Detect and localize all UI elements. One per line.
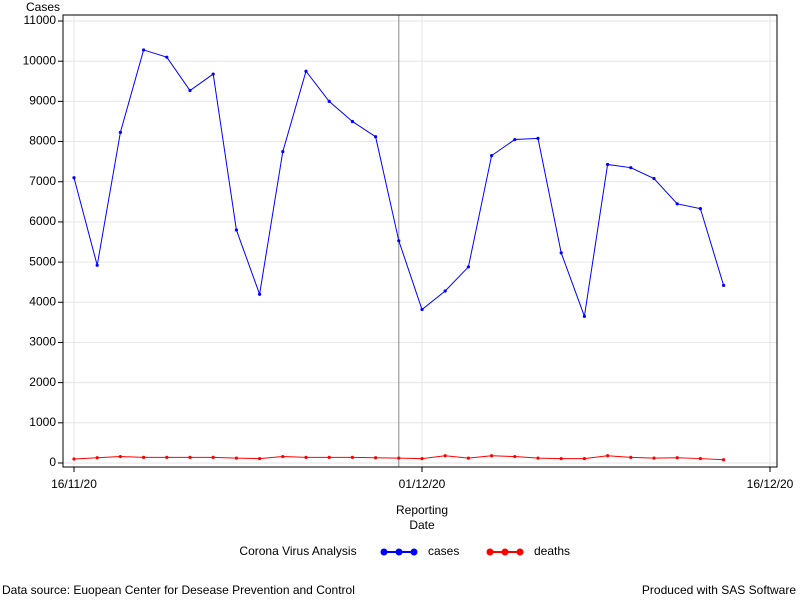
data-point (327, 99, 331, 103)
data-point (722, 283, 726, 287)
data-point (443, 454, 447, 458)
data-point (443, 289, 447, 293)
data-point (304, 455, 308, 459)
data-point (95, 263, 99, 267)
data-point (258, 292, 262, 296)
legend-marker (380, 548, 388, 556)
legend-marker (501, 548, 509, 556)
x-tick-label: 16/11/20 (51, 477, 97, 491)
y-tick-label: 9000 (29, 94, 56, 108)
footnote: Data source: Euopean Center for Desease … (2, 583, 355, 597)
y-tick-label: 8000 (29, 134, 56, 148)
y-tick-label: 6000 (29, 214, 56, 228)
x-tick-label: 01/12/20 (399, 477, 446, 491)
data-point (675, 202, 679, 206)
data-point (536, 136, 540, 140)
data-point (374, 456, 378, 460)
legend-marker (486, 548, 494, 556)
data-point (281, 454, 285, 459)
data-point (165, 55, 169, 59)
legend-label: cases (428, 544, 459, 558)
y-tick-label: 10000 (23, 53, 57, 67)
data-point (118, 454, 122, 459)
data-point (142, 455, 146, 459)
data-point (629, 455, 633, 459)
y-tick-label: 3000 (29, 335, 56, 349)
data-point (281, 150, 285, 154)
legend-label: deaths (534, 544, 570, 558)
data-point (490, 454, 494, 458)
data-point (490, 154, 494, 158)
data-point (513, 454, 517, 459)
data-point (234, 456, 238, 460)
data-point (466, 456, 470, 460)
data-point (118, 130, 122, 134)
data-point (466, 265, 470, 269)
data-point (722, 458, 726, 462)
data-point (211, 455, 215, 459)
legend-marker (516, 548, 524, 556)
y-tick-label: 11000 (24, 13, 57, 27)
data-point (559, 456, 563, 461)
x-axis-label: Date (409, 518, 435, 532)
data-point (211, 72, 215, 76)
data-point (188, 455, 192, 459)
y-tick-label: 2000 (29, 375, 56, 389)
data-point (374, 135, 378, 139)
data-point (234, 228, 238, 232)
data-point (582, 456, 587, 461)
data-point (652, 456, 656, 460)
y-tick-label: 1000 (29, 415, 56, 429)
y-axis-label: Cases (26, 0, 60, 14)
data-point (652, 176, 656, 181)
legend-title: Corona Virus Analysis (239, 544, 356, 558)
data-point (420, 307, 424, 312)
data-point (698, 207, 703, 211)
data-point (188, 88, 192, 93)
data-point (513, 137, 517, 142)
y-tick-label: 5000 (29, 254, 56, 268)
data-point (165, 455, 169, 459)
data-point (606, 162, 610, 167)
data-point (95, 456, 99, 460)
x-tick-label: 16/12/20 (747, 477, 794, 491)
x-axis-label: Reporting (396, 503, 448, 517)
data-point (304, 69, 308, 73)
data-point (72, 176, 76, 180)
data-point (559, 251, 563, 255)
data-point (258, 456, 262, 461)
plot-frame (62, 14, 778, 468)
data-point (606, 454, 610, 458)
data-point (397, 239, 401, 243)
data-point (142, 48, 146, 52)
data-point (536, 456, 540, 460)
y-tick-label: 4000 (29, 294, 56, 308)
data-point (327, 455, 331, 459)
data-point (350, 455, 354, 459)
data-point (397, 456, 401, 460)
legend-marker (395, 548, 403, 556)
y-tick-label: 0 (49, 455, 56, 469)
data-point (675, 456, 679, 460)
data-point (72, 457, 76, 461)
data-point (582, 314, 587, 318)
data-point (350, 119, 354, 124)
legend-marker (410, 548, 418, 556)
data-point (420, 456, 424, 461)
y-tick-label: 7000 (29, 174, 56, 188)
footnote: Produced with SAS Software (642, 583, 796, 597)
data-point (629, 166, 633, 170)
data-point (698, 456, 703, 461)
